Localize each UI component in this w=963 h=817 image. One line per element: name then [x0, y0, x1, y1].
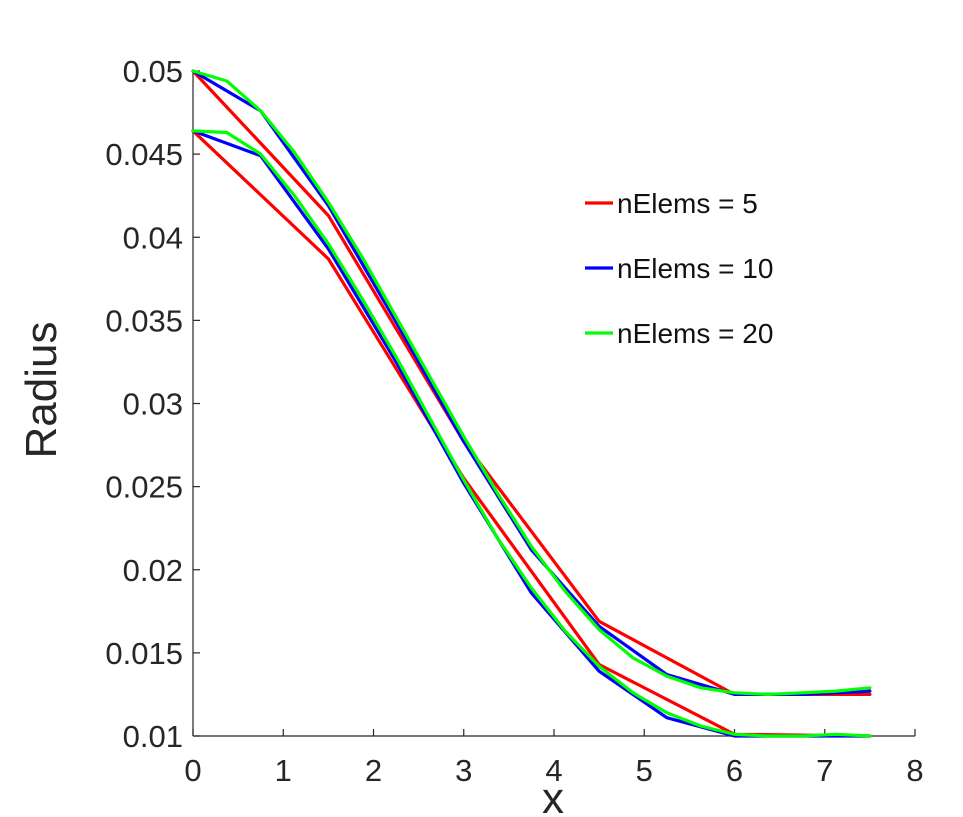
x-tick-label: 0	[184, 753, 201, 788]
x-tick-label: 1	[275, 753, 292, 788]
x-axis-label: x	[542, 774, 564, 817]
x-tick-label: 6	[726, 753, 743, 788]
axes	[192, 71, 915, 737]
tick-labels: 0 1 2 3 4 5 6 7 8 0.01 0.015 0.02 0.025 0.03 0.035 0.04…	[105, 54, 923, 788]
y-tick-label: 0.01	[123, 719, 183, 754]
series-line-2-curve-2	[191, 129, 872, 738]
y-tick-label: 0.045	[105, 137, 183, 172]
y-tick-label: 0.03	[123, 387, 183, 422]
series-line-3-curve-2	[191, 129, 872, 738]
plot-lines	[191, 69, 872, 738]
legend: nElems = 5 nElems = 10 nElems = 20	[585, 188, 773, 349]
series-line-1-curve-2	[191, 129, 872, 738]
y-tick-label: 0.02	[123, 553, 183, 588]
series-line-1-curve-1	[191, 69, 872, 697]
y-tick-label: 0.04	[123, 220, 183, 255]
legend-label-3: nElems = 20	[617, 318, 773, 349]
ticks	[192, 70, 916, 737]
y-tick-label: 0.035	[105, 303, 183, 338]
y-tick-label: 0.05	[123, 54, 183, 89]
y-axis-label: Radius	[17, 322, 66, 459]
x-tick-label: 2	[365, 753, 382, 788]
y-tick-label: 0.015	[105, 636, 183, 671]
x-tick-label: 4	[545, 753, 562, 788]
x-tick-label: 3	[455, 753, 472, 788]
series-line-3-curve-1	[191, 69, 872, 697]
legend-label-2: nElems = 10	[617, 253, 773, 284]
x-tick-label: 7	[816, 753, 833, 788]
series-line-2-curve-1	[191, 69, 872, 697]
x-tick-label: 5	[636, 753, 653, 788]
x-tick-label: 8	[906, 753, 923, 788]
y-tick-label: 0.025	[105, 470, 183, 505]
legend-label-1: nElems = 5	[617, 188, 758, 219]
